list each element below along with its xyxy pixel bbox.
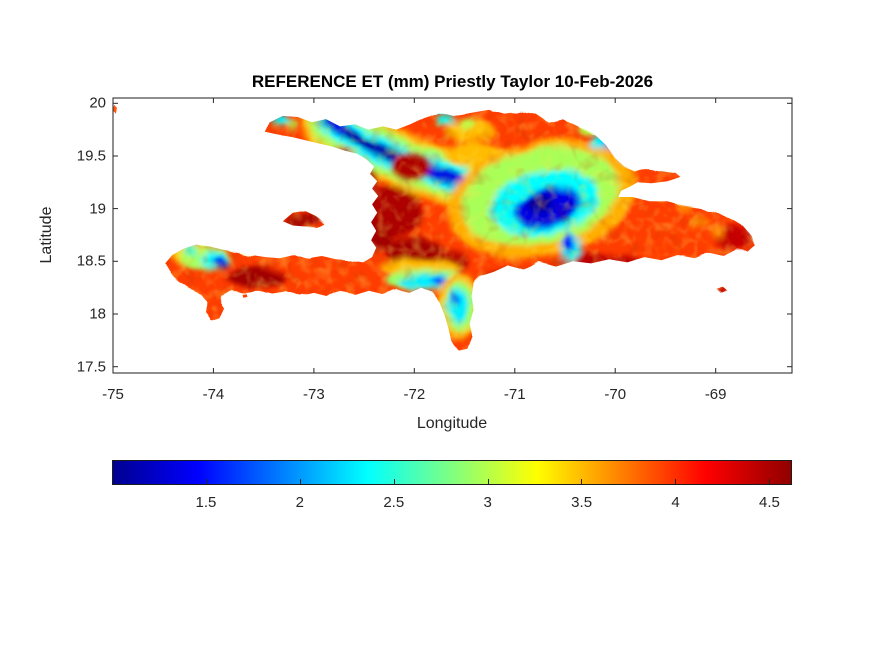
colorbar-tick-label: 3.5	[571, 494, 593, 511]
y-tick-label: 19.5	[76, 147, 106, 165]
y-tick-label: 20	[89, 94, 106, 112]
east-speckle-d	[649, 189, 670, 201]
colorbar-tick	[206, 479, 208, 484]
x-tick-label: -75	[102, 386, 124, 403]
colorbar-tick-label: 4	[671, 494, 680, 511]
colorbar-tick	[393, 479, 395, 484]
chart-title: REFERENCE ET (mm) Priestly Taylor 10-Feb…	[251, 72, 654, 91]
hispaniola-et-raster	[113, 104, 755, 351]
colorbar-tick	[674, 479, 676, 484]
x-tick-label: -73	[303, 386, 325, 403]
nhaiti-dark-a	[333, 161, 378, 200]
y-axis-label: Latitude	[38, 206, 55, 264]
ne-yellow	[627, 132, 652, 148]
ne-cyan	[656, 157, 671, 168]
y-tick-label: 18.5	[76, 252, 106, 270]
plot-box	[112, 97, 793, 374]
y-tick-label: 18	[89, 305, 106, 323]
x-tick-label: -74	[202, 386, 225, 403]
texture-darkred	[113, 104, 755, 351]
y-tick-label: 19	[89, 200, 106, 218]
colorbar-tick	[581, 479, 583, 484]
x-tick-label: -72	[403, 386, 426, 403]
colorbar-tick-label: 3	[483, 494, 492, 511]
axes-box	[112, 97, 793, 374]
colorbar-tick-label: 1.5	[195, 494, 217, 511]
x-tick-label: -69	[704, 386, 727, 403]
colorbar-tick	[300, 479, 302, 484]
colorbar-tick	[768, 479, 770, 484]
x-tick-label: -71	[503, 386, 526, 403]
ncoast-cyan-c	[621, 152, 634, 162]
ne-green	[642, 143, 667, 159]
colorbar-tick-label: 2.5	[383, 494, 405, 511]
y-tick-label: 17.5	[76, 358, 106, 376]
x-axis-label: Longitude	[416, 415, 488, 432]
colorbar-tick-label: 2	[295, 494, 305, 511]
colorbar-tick	[487, 479, 489, 484]
colorbar-tick-label: 4.5	[759, 494, 780, 511]
x-tick-label: -70	[604, 386, 627, 403]
colorbar	[112, 460, 792, 485]
